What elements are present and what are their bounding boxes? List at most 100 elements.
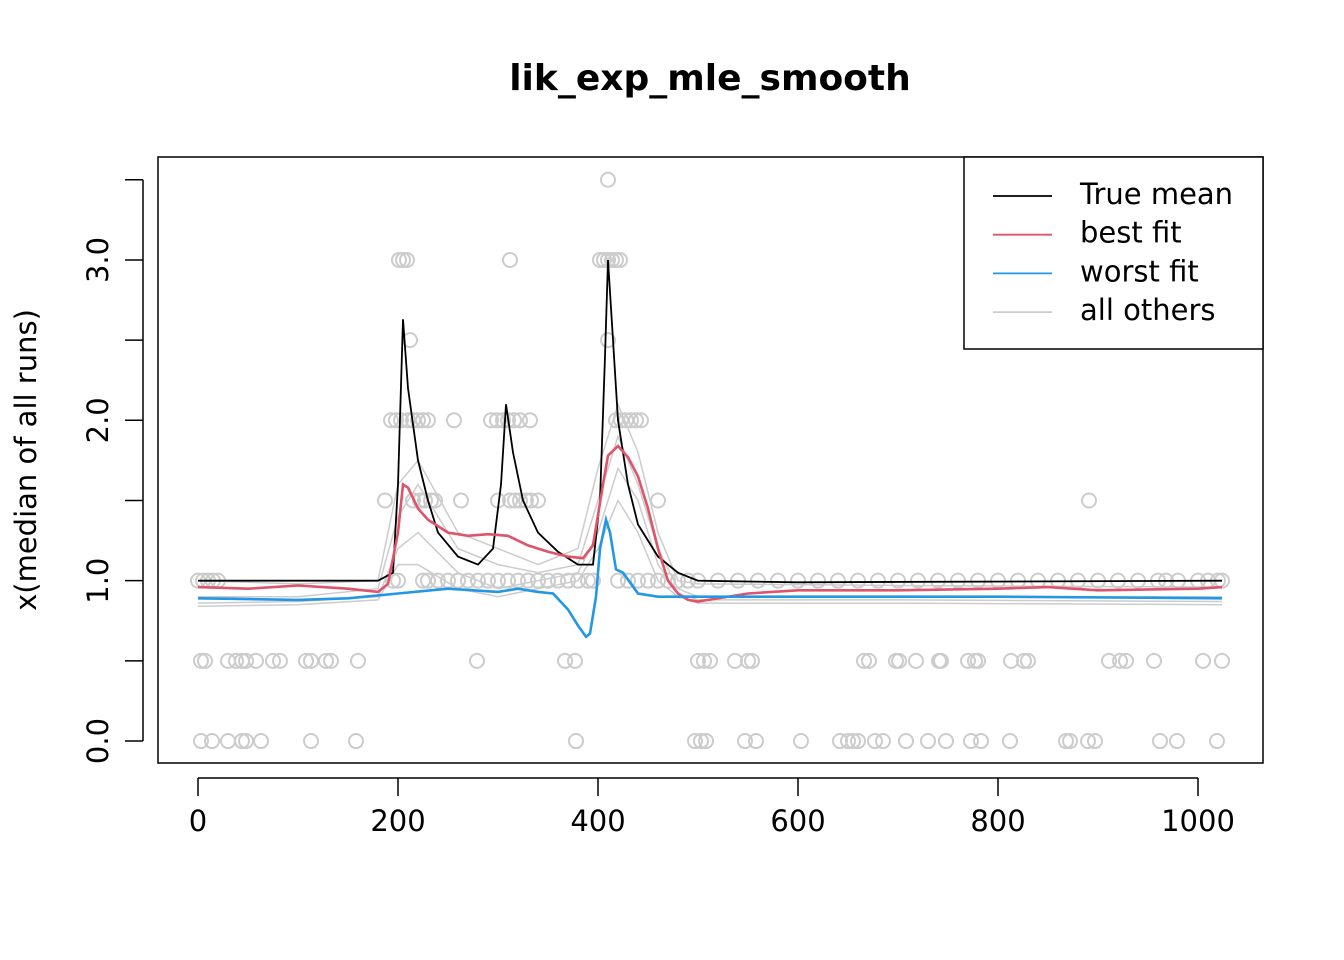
x-tick-label: 400 [570,804,625,838]
point [395,251,411,268]
series-line [197,444,1223,603]
point [660,572,676,589]
point [1146,652,1162,669]
y-tick-label: 0.0 [81,718,115,764]
point [298,652,314,669]
point [696,652,712,669]
point [693,733,709,750]
legend-label: all others [1080,293,1215,327]
point [550,572,566,589]
legend: True mean best fit worst fit all others [963,156,1264,350]
point [750,572,766,589]
point [350,652,366,669]
point [1209,733,1225,750]
legend-label: best fit [1080,216,1182,250]
point [890,572,906,589]
point [470,572,486,589]
other-line [197,402,1223,588]
point [793,733,809,750]
point [523,492,539,509]
point [450,572,466,589]
point [861,652,877,669]
point [600,332,616,349]
point [628,412,644,429]
point [1118,652,1134,669]
point [512,492,528,509]
point [670,572,686,589]
point [623,412,639,429]
point [480,572,496,589]
point [323,652,339,669]
plot-frame [157,156,1264,764]
y-axis-label: x(median of all runs) [9,309,43,611]
point [238,652,254,669]
point [930,572,946,589]
point [748,733,764,750]
point [303,733,319,750]
point [875,733,891,750]
point [845,733,861,750]
point [740,652,756,669]
point [557,652,573,669]
other-line [197,498,1223,608]
point [522,412,538,429]
point [1016,652,1032,669]
point [1101,652,1117,669]
point [870,572,886,589]
point [580,572,596,589]
point [1003,652,1019,669]
point [390,572,406,589]
point [970,652,986,669]
point [1020,652,1036,669]
point [469,652,485,669]
point [507,492,523,509]
x-tick-label: 800 [970,804,1025,838]
point [399,251,415,268]
point [856,652,872,669]
point [650,492,666,509]
point [193,733,209,750]
point [612,251,628,268]
point [840,733,856,750]
point [970,572,986,589]
point [960,652,976,669]
chart-title: lik_exp_mle_smooth [509,58,911,99]
point [737,733,753,750]
legend-label: True mean [1079,177,1233,211]
point [502,251,518,268]
point [530,572,546,589]
point [512,412,528,429]
point [417,492,433,509]
point [850,733,866,750]
point [265,652,281,669]
point [596,251,612,268]
point [248,652,264,669]
point [744,652,760,669]
point [415,412,431,429]
point [585,572,601,589]
point [610,572,626,589]
point [460,572,476,589]
point [891,652,907,669]
point [850,572,866,589]
point [253,733,269,750]
point [630,572,646,589]
point [790,572,806,589]
point [483,412,499,429]
point [530,492,546,509]
other-line [198,434,1222,598]
point [650,572,666,589]
other-line [197,466,1223,604]
point [604,251,620,268]
point [702,652,718,669]
point [640,572,656,589]
point [920,733,936,750]
point [1058,733,1074,750]
legend-label: worst fit [1080,254,1199,288]
point [770,572,786,589]
point [446,412,462,429]
point [1112,652,1128,669]
legend-box [963,156,1264,350]
point [1080,733,1096,750]
